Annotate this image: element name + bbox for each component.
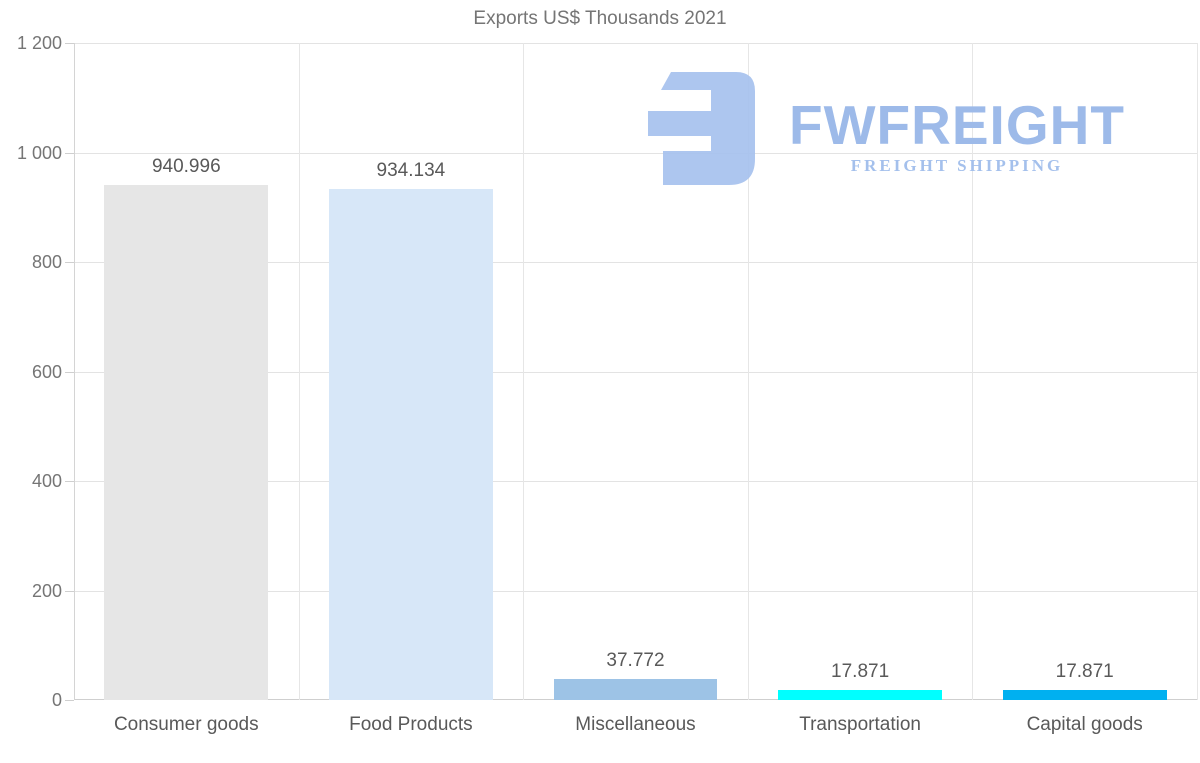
bar-consumer-goods xyxy=(104,184,269,700)
y-axis-tick-mark xyxy=(65,700,74,701)
bar-value-label: 37.772 xyxy=(606,650,665,672)
gridline-vertical xyxy=(748,43,749,700)
bar-column-transportation: 17.871 xyxy=(748,43,973,700)
x-axis-category-label: Miscellaneous xyxy=(575,714,696,735)
y-axis-tick-label: 0 xyxy=(51,690,62,710)
gridline-vertical xyxy=(523,43,524,700)
y-axis-tick-mark xyxy=(65,590,74,592)
y-axis-tick-label: 400 xyxy=(31,471,62,491)
y-axis-tick-label: 600 xyxy=(31,361,62,382)
bar-column-capital-goods: 17.871 xyxy=(972,43,1197,700)
bar-value-label: 940.996 xyxy=(151,155,221,177)
y-axis-tick-mark xyxy=(65,371,74,373)
gridline-horizontal xyxy=(74,43,1197,44)
bar-value-label: 934.134 xyxy=(376,159,446,181)
x-axis-category-label: Consumer goods xyxy=(113,714,259,735)
gridline-horizontal xyxy=(74,152,1197,154)
bar-column-food-products: 934.134 xyxy=(299,43,524,700)
bar-transportation xyxy=(778,690,943,700)
y-axis-tick-mark xyxy=(65,262,74,263)
y-axis-tick-label: 1 000 xyxy=(16,142,62,163)
y-axis-tick-mark xyxy=(65,481,74,482)
gridline-horizontal xyxy=(74,262,1197,263)
bar-food-products xyxy=(328,188,493,700)
plot-area: 940.996 934.134 37.772 17.871 17.871 xyxy=(74,43,1198,700)
gridline-horizontal xyxy=(74,371,1197,373)
x-axis-category-label: Capital goods xyxy=(1026,714,1143,735)
gridline-vertical xyxy=(1197,43,1198,700)
gridline-vertical xyxy=(299,43,300,700)
x-axis-category-label: Transportation xyxy=(799,714,921,735)
gridline-horizontal xyxy=(74,590,1197,592)
bar-miscellaneous xyxy=(553,679,718,700)
gridline-horizontal xyxy=(74,481,1197,482)
bar-capital-goods xyxy=(1002,690,1167,700)
y-axis-line xyxy=(74,43,75,700)
bar-value-label: 17.871 xyxy=(831,661,890,683)
bar-value-label: 17.871 xyxy=(1055,661,1114,683)
gridline-vertical xyxy=(972,43,973,700)
y-axis-tick-label: 1 200 xyxy=(16,33,62,53)
bar-column-consumer-goods: 940.996 xyxy=(74,43,299,700)
y-axis-tick-label: 200 xyxy=(31,580,62,601)
bar-column-miscellaneous: 37.772 xyxy=(523,43,748,700)
y-axis-tick-mark xyxy=(65,43,74,44)
y-axis-tick-mark xyxy=(65,152,74,154)
y-axis-tick-label: 800 xyxy=(31,252,62,272)
chart-title: Exports US$ Thousands 2021 xyxy=(473,8,727,29)
x-axis-category-label: Food Products xyxy=(349,714,473,735)
